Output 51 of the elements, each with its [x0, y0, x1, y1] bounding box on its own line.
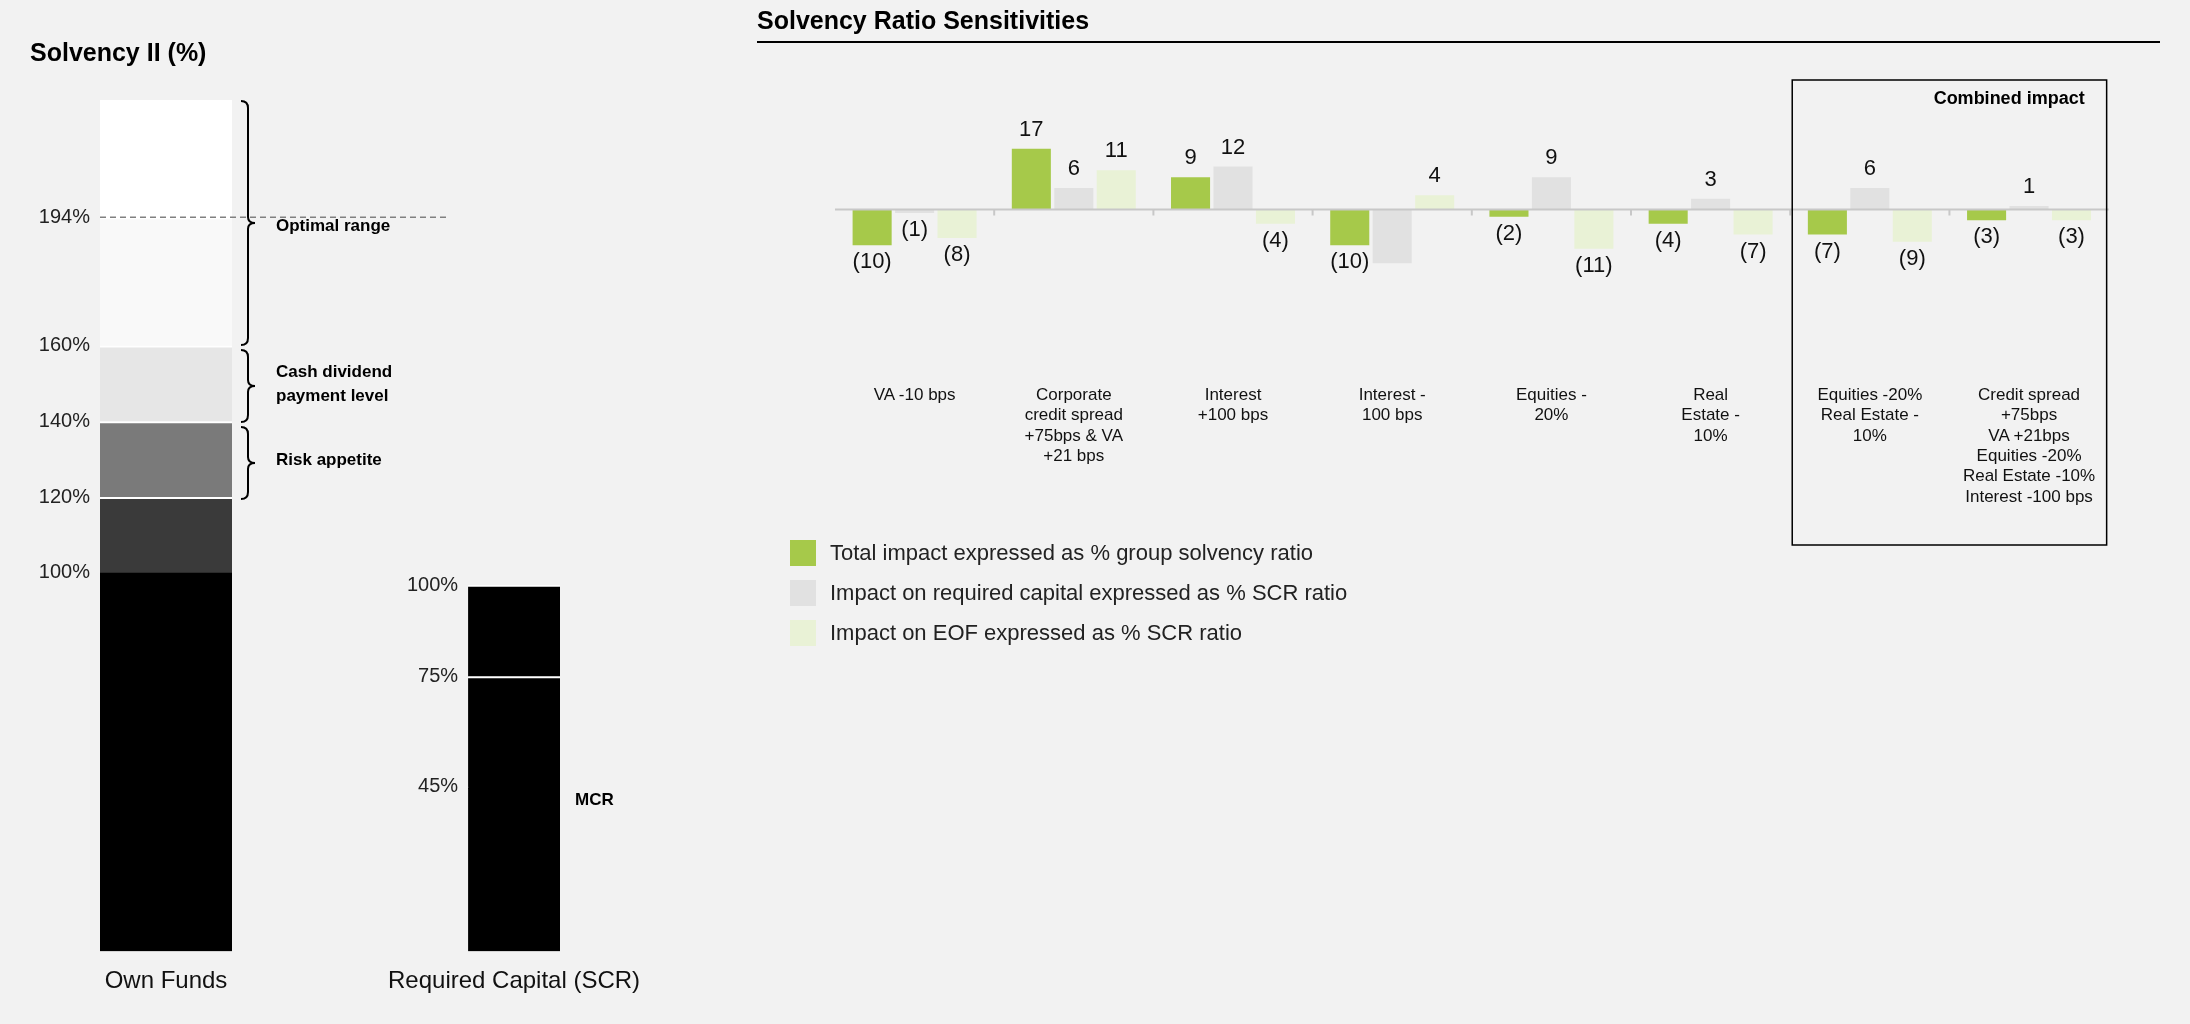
data-label: 12: [1220, 133, 1246, 159]
y-tick-label: 160%: [38, 333, 91, 356]
x-tick-label: Required Capital (SCR): [388, 966, 641, 994]
y-tick-label: 45%: [418, 773, 459, 796]
x-tick-label: Credit spread +75bps VA +21bps Equities -20% Real Estate -10% Interest -100 bps: [1962, 384, 2096, 506]
data-label: 17: [1019, 115, 1044, 141]
chart-title: Solvency II (%): [30, 38, 207, 67]
data-label: 3: [1704, 165, 1717, 191]
data-label: 6: [1067, 155, 1080, 181]
y-tick-label: 75%: [418, 664, 459, 687]
y-tick-label: 194%: [38, 204, 91, 227]
x-tick-label: Real Estate - 10%: [1681, 384, 1740, 445]
x-tick-label: Equities - 20%: [1515, 384, 1587, 425]
data-label: (4): [1262, 226, 1289, 252]
chart-title: Solvency Ratio Sensitivities: [757, 6, 2160, 43]
data-label: 9: [1184, 144, 1197, 170]
data-label: (10): [1330, 248, 1370, 274]
text: Risk appetite: [276, 449, 382, 469]
y-tick-label: 140%: [38, 409, 91, 432]
y-tick-label: 120%: [38, 484, 91, 507]
x-tick-label: VA -10 bps: [873, 384, 956, 404]
data-label: 9: [1545, 144, 1558, 170]
x-tick-label: Corporate credit spread +75bps & VA +21 bps: [1024, 384, 1124, 466]
text: MCR: [575, 789, 614, 809]
data-label: (7): [1739, 237, 1767, 263]
data-label: (8): [943, 241, 971, 267]
data-label: (11): [1575, 251, 1613, 277]
data-label: (1): [901, 216, 929, 242]
data-label: (3): [2058, 223, 2085, 249]
x-tick-label: Equities -20% Real Estate - 10%: [1817, 384, 1923, 445]
data-label: (3): [1973, 223, 2001, 249]
data-label: 1: [2022, 172, 2036, 198]
text: Combined impact: [1933, 87, 2085, 108]
text: Cash dividend payment level: [276, 361, 393, 405]
data-label: (7): [1813, 237, 1841, 263]
x-tick-label: Interest - 100 bps: [1358, 384, 1426, 425]
x-tick-label: Own Funds: [104, 966, 228, 994]
data-label: (2): [1495, 219, 1523, 245]
data-label: 4: [1428, 162, 1441, 188]
data-label: 11: [1104, 137, 1128, 163]
data-label: (4): [1654, 226, 1682, 252]
legend-label: Total impact expressed as % group solvency ratio: [830, 540, 1314, 566]
legend-label: Impact on required capital expressed as % SCR ratio: [830, 580, 1348, 606]
data-label: (10): [852, 248, 892, 274]
y-tick-label: 100%: [38, 560, 91, 583]
legend-label: Impact on EOF expressed as % SCR ratio: [830, 620, 1243, 646]
text: Optimal range: [276, 215, 391, 235]
x-tick-label: Interest +100 bps: [1197, 384, 1269, 425]
data-label: 6: [1863, 155, 1876, 181]
data-label: (9): [1898, 244, 1926, 270]
y-tick-label: 100%: [406, 572, 459, 595]
